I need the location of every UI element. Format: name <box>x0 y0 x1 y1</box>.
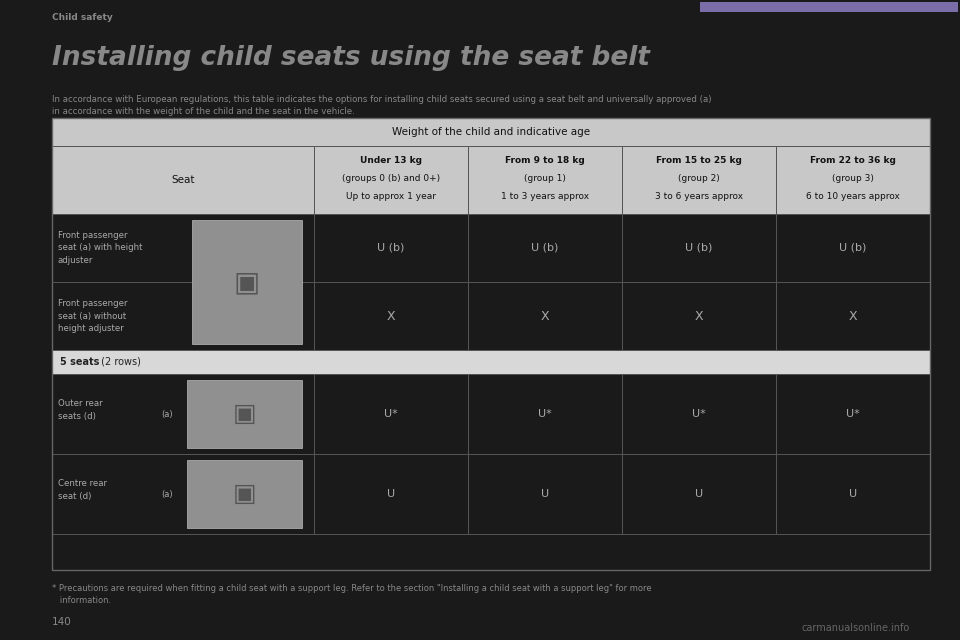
Bar <box>622 282 776 350</box>
Bar <box>187 380 302 448</box>
Text: U*: U* <box>692 409 706 419</box>
Bar <box>314 146 468 214</box>
Text: 140: 140 <box>52 617 72 627</box>
Bar <box>314 282 468 350</box>
Bar <box>468 374 622 454</box>
Text: * Precautions are required when fitting a child seat with a support leg. Refer t: * Precautions are required when fitting … <box>52 584 652 593</box>
Bar <box>700 2 958 12</box>
Bar <box>622 374 776 454</box>
Text: U: U <box>849 489 857 499</box>
Bar <box>468 454 622 534</box>
Text: 1 to 3 years approx: 1 to 3 years approx <box>501 192 589 201</box>
Text: information.: information. <box>52 596 111 605</box>
Bar <box>776 282 930 350</box>
Text: U (b): U (b) <box>377 243 405 253</box>
Bar <box>52 118 930 146</box>
Text: From 22 to 36 kg: From 22 to 36 kg <box>810 156 896 165</box>
Bar <box>187 460 302 528</box>
Bar <box>52 350 930 374</box>
Text: Front passenger
seat (a) with height
adjuster: Front passenger seat (a) with height adj… <box>58 231 142 265</box>
Text: From 15 to 25 kg: From 15 to 25 kg <box>656 156 742 165</box>
Text: Centre rear
seat (d): Centre rear seat (d) <box>58 479 107 500</box>
Bar <box>776 146 930 214</box>
Text: Seat: Seat <box>171 175 195 185</box>
Text: U*: U* <box>846 409 860 419</box>
Text: carmanualsonline.info: carmanualsonline.info <box>802 623 910 633</box>
Text: (a): (a) <box>161 410 173 419</box>
Text: U*: U* <box>539 409 552 419</box>
Text: Under 13 kg: Under 13 kg <box>360 156 422 165</box>
Text: ▣: ▣ <box>232 402 256 426</box>
Text: 3 to 6 years approx: 3 to 6 years approx <box>655 192 743 201</box>
Bar <box>52 282 314 350</box>
Bar <box>52 454 314 534</box>
Text: 6 to 10 years approx: 6 to 10 years approx <box>806 192 900 201</box>
Text: U: U <box>695 489 703 499</box>
Bar <box>52 374 314 454</box>
Bar <box>52 118 930 570</box>
Text: U (b): U (b) <box>531 243 559 253</box>
Text: ▣: ▣ <box>234 268 260 296</box>
Text: X: X <box>695 310 704 323</box>
Bar <box>314 214 468 282</box>
Bar <box>314 454 468 534</box>
Text: Child safety: Child safety <box>52 13 112 22</box>
Bar <box>468 214 622 282</box>
Text: (a): (a) <box>161 490 173 499</box>
Text: (2 rows): (2 rows) <box>99 357 141 367</box>
Text: From 9 to 18 kg: From 9 to 18 kg <box>505 156 585 165</box>
Text: U (b): U (b) <box>685 243 712 253</box>
Bar <box>776 214 930 282</box>
Text: (group 2): (group 2) <box>678 174 720 183</box>
Bar <box>314 374 468 454</box>
Bar <box>468 146 622 214</box>
Text: ▣: ▣ <box>232 482 256 506</box>
Bar <box>622 214 776 282</box>
Bar <box>192 220 302 344</box>
Text: X: X <box>540 310 549 323</box>
Text: X: X <box>387 310 396 323</box>
Bar <box>52 214 314 282</box>
Text: (groups 0 (b) and 0+): (groups 0 (b) and 0+) <box>342 174 440 183</box>
Text: Front passenger
seat (a) without
height adjuster: Front passenger seat (a) without height … <box>58 299 128 333</box>
Text: Up to approx 1 year: Up to approx 1 year <box>346 192 436 201</box>
Bar <box>622 146 776 214</box>
Text: 5 seats: 5 seats <box>60 357 100 367</box>
Text: U (b): U (b) <box>839 243 867 253</box>
Text: (group 1): (group 1) <box>524 174 566 183</box>
Text: (group 3): (group 3) <box>832 174 874 183</box>
Bar <box>776 454 930 534</box>
Text: U: U <box>540 489 549 499</box>
Text: U*: U* <box>384 409 397 419</box>
Bar <box>468 282 622 350</box>
Text: X: X <box>849 310 857 323</box>
Text: In accordance with European regulations, this table indicates the options for in: In accordance with European regulations,… <box>52 95 711 116</box>
Bar <box>776 374 930 454</box>
Text: Outer rear
seats (d): Outer rear seats (d) <box>58 399 103 420</box>
Text: Installing child seats using the seat belt: Installing child seats using the seat be… <box>52 45 650 71</box>
Bar <box>52 146 314 214</box>
Bar <box>622 454 776 534</box>
Text: Weight of the child and indicative age: Weight of the child and indicative age <box>392 127 590 137</box>
Text: U: U <box>387 489 396 499</box>
